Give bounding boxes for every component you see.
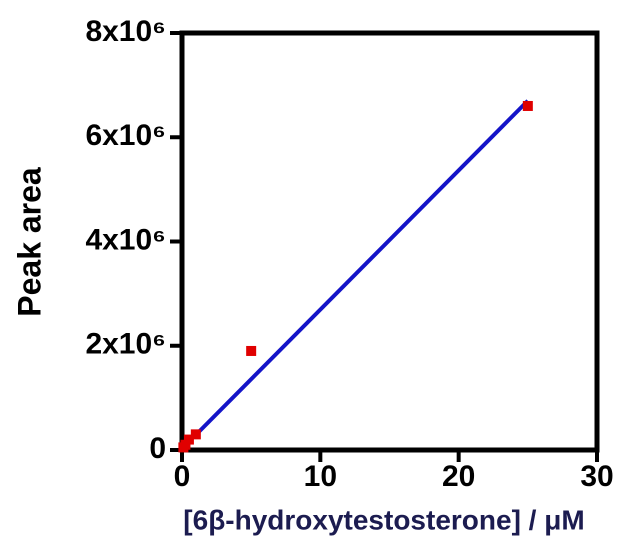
x-axis-label: [6β-hydroxytestosterone] / μM bbox=[183, 504, 584, 535]
y-tick-label: 2x10⁶ bbox=[85, 328, 166, 361]
data-point bbox=[522, 100, 533, 111]
y-tick-label: 8x10⁶ bbox=[85, 15, 166, 48]
data-point bbox=[190, 429, 201, 440]
x-tick-label: 0 bbox=[174, 460, 191, 493]
fit-line bbox=[194, 99, 530, 437]
plot-frame bbox=[179, 30, 600, 453]
data-point bbox=[180, 439, 191, 450]
data-point bbox=[183, 434, 194, 445]
y-axis-label: Peak area bbox=[11, 167, 47, 317]
x-tick-label: 30 bbox=[580, 460, 613, 493]
y-tick-label: 6x10⁶ bbox=[85, 119, 166, 152]
x-tick-label: 20 bbox=[442, 460, 475, 493]
x-tick-label: 10 bbox=[304, 460, 337, 493]
data-point bbox=[246, 345, 257, 356]
y-tick-label: 0 bbox=[149, 432, 166, 465]
y-tick-label: 4x10⁶ bbox=[85, 223, 166, 256]
